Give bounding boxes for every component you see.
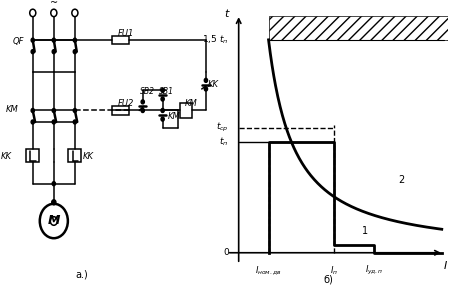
Text: 0: 0 <box>223 248 229 257</box>
Circle shape <box>204 78 207 82</box>
Circle shape <box>73 50 77 54</box>
Bar <box>112 106 129 115</box>
Circle shape <box>141 100 144 104</box>
Text: KM: KM <box>185 99 198 108</box>
Bar <box>26 149 39 162</box>
Circle shape <box>73 38 77 42</box>
Text: KK: KK <box>83 152 94 161</box>
Text: M: M <box>48 214 60 228</box>
Text: SB1: SB1 <box>159 87 174 96</box>
Circle shape <box>161 88 164 92</box>
Circle shape <box>52 50 55 54</box>
Text: 1: 1 <box>362 226 368 236</box>
Text: 2: 2 <box>398 174 404 185</box>
Text: $t_п$: $t_п$ <box>219 136 229 148</box>
Bar <box>112 36 129 44</box>
Text: FU1: FU1 <box>118 29 135 38</box>
Text: б): б) <box>324 274 333 284</box>
Text: а.): а.) <box>76 270 88 280</box>
Text: ~: ~ <box>50 0 58 8</box>
Circle shape <box>161 97 164 101</box>
Circle shape <box>141 108 144 113</box>
Text: $I_{ном.дв}$: $I_{ном.дв}$ <box>255 264 282 277</box>
Text: SB2: SB2 <box>140 87 155 96</box>
Circle shape <box>161 108 164 113</box>
Circle shape <box>31 50 34 54</box>
Text: FU2: FU2 <box>118 99 135 108</box>
Circle shape <box>31 120 34 124</box>
Circle shape <box>161 117 164 121</box>
Circle shape <box>52 38 55 42</box>
Circle shape <box>73 120 77 124</box>
Text: KM: KM <box>167 112 180 121</box>
Text: I: I <box>444 261 447 271</box>
Circle shape <box>73 108 77 113</box>
Circle shape <box>204 87 207 91</box>
Circle shape <box>31 38 34 42</box>
Text: $t_{ср}$: $t_{ср}$ <box>216 121 229 134</box>
Text: t: t <box>225 9 229 19</box>
Circle shape <box>52 200 56 205</box>
Text: QF: QF <box>13 37 24 46</box>
Bar <box>180 103 192 118</box>
Circle shape <box>52 120 55 124</box>
Text: KK: KK <box>208 80 219 89</box>
Text: KM: KM <box>6 104 18 114</box>
Text: 1,5 $t_п$: 1,5 $t_п$ <box>202 34 229 46</box>
Text: $I_п$: $I_п$ <box>330 264 338 277</box>
Circle shape <box>31 108 34 113</box>
Bar <box>269 16 448 40</box>
Circle shape <box>52 182 55 186</box>
Bar <box>68 149 81 162</box>
Text: $I_{уд.п}$: $I_{уд.п}$ <box>365 264 383 277</box>
Text: KK: KK <box>1 152 12 161</box>
Circle shape <box>52 108 55 113</box>
